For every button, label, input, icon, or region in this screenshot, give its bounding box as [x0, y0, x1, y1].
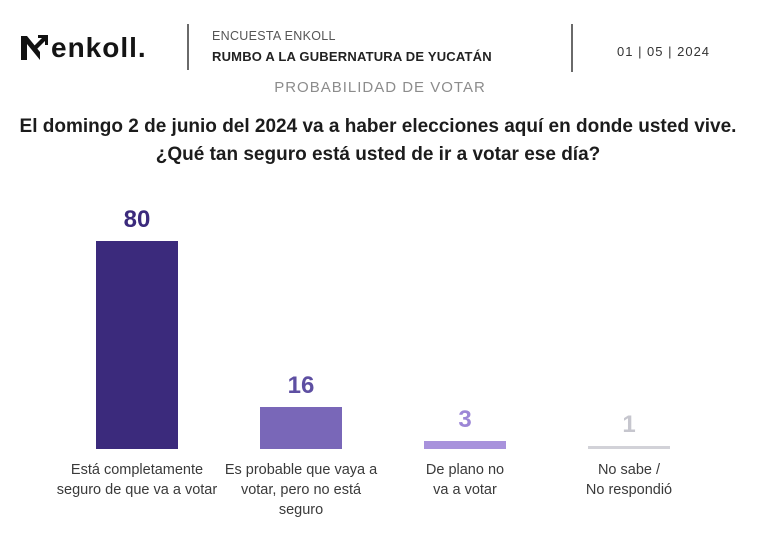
survey-title: RUMBO A LA GUBERNATURA DE YUCATÁN	[212, 49, 492, 64]
value-label-3: 3	[458, 406, 472, 434]
value-label-4: 1	[622, 411, 636, 439]
header-divider	[571, 24, 573, 72]
enkoll-logo-icon	[21, 35, 48, 60]
chart-title: PROBABILIDAD DE VOTAR	[274, 79, 486, 96]
category-label-4: No sabe / No respondió	[585, 462, 673, 498]
bar-4	[588, 446, 670, 449]
survey-date: 01 | 05 | 2024	[617, 44, 711, 59]
value-label-1: 80	[123, 206, 151, 233]
brand-logo-text: enkoll.	[51, 32, 147, 63]
category-label-3: De plano no va a votar	[425, 462, 505, 498]
category-label-1: Está completamente seguro de que va a vo…	[56, 462, 218, 498]
bar-3	[424, 441, 506, 449]
bar-2	[260, 407, 342, 449]
category-label-2: Es probable que vaya a votar, pero no es…	[224, 462, 378, 518]
survey-label: ENCUESTA ENKOLL	[212, 29, 336, 43]
bar-1	[96, 241, 178, 449]
question-line-2: ¿Qué tan seguro está usted de ir a votar…	[155, 144, 601, 165]
header-divider	[187, 24, 189, 70]
value-label-2: 16	[287, 372, 315, 400]
question-line-1: El domingo 2 de junio del 2024 va a habe…	[19, 116, 737, 137]
